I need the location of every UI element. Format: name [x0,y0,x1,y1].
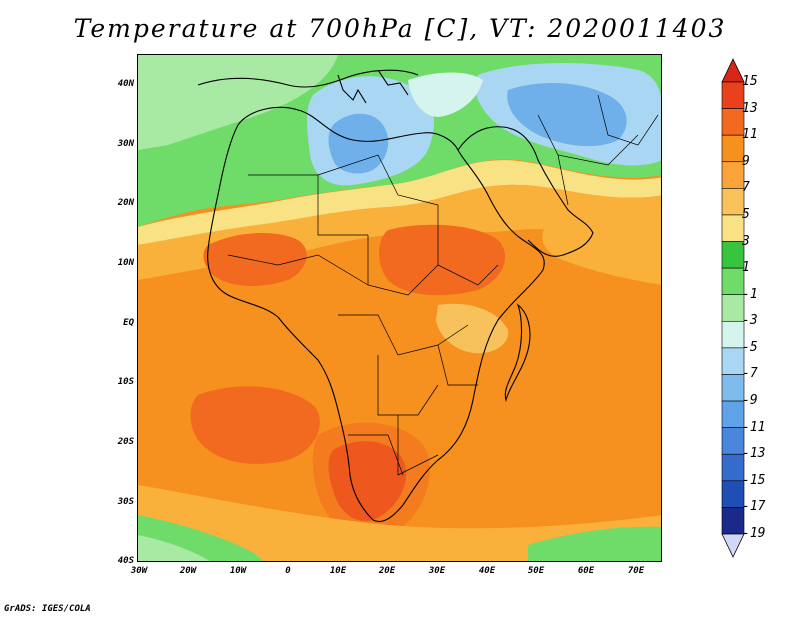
cold-core-middle-east [507,83,627,147]
colorbar-segment [721,480,745,508]
colorbar-segment [721,214,745,242]
colorbar-label: -17 [742,499,766,515]
colorbar-label: 15 [742,74,758,89]
colorbar-label: 9 [742,153,750,169]
lat-label: 30N [117,139,134,149]
colorbar-label: -19 [742,526,766,541]
lon-label: 40E [478,566,496,576]
lat-label: 40N [117,79,134,89]
hot-region-sahel-west [203,233,307,287]
footer-credit: GrADS: IGES/COLA [4,604,91,614]
colorbar-segment [721,400,745,428]
lat-label: 10S [117,377,134,387]
colorbar-segment [721,161,745,189]
colorbar-segment [721,188,745,216]
colorbar-segment [721,347,745,375]
green-light-patch [138,55,338,150]
colorbar-segment [721,453,745,482]
colorbar-segment [721,320,745,349]
lon-label: 20E [378,566,396,576]
colorbar-label: 7 [742,180,750,196]
lat-label: EQ [123,318,134,328]
lon-label: 0 [285,566,291,576]
lat-label: 10N [117,258,134,268]
cold-core-mediterranean [328,113,389,174]
colorbar-label: 13 [742,100,758,116]
colorbar-label: -13 [742,446,766,462]
colorbar-label: -1 [742,286,758,302]
colorbar-segment [721,134,745,163]
lon-label: 30E [428,566,446,576]
colorbar-label: -3 [742,313,758,329]
hot-region-sudan [379,224,506,296]
pale-region-east [436,303,509,354]
lon-label: 20W [179,566,197,576]
colorbar-segment [721,374,745,402]
green-light-region-south-west [138,535,210,561]
colorbar-label: 1 [742,260,750,276]
lon-label: 50E [527,566,545,576]
green-region-south-east [528,526,661,561]
colorbar-segment [721,241,745,269]
mild-region-southern-ocean [138,485,661,561]
lat-label: 30S [117,497,134,507]
hot-region-arabian-sea [542,219,661,285]
lon-label: 10E [329,566,347,576]
country-borders [227,94,659,476]
colorbar-top-triangle [721,58,745,83]
colorbar-segment [721,507,745,535]
colorbar-segment [721,267,745,296]
lat-label: 20S [117,437,134,447]
colorbar-segment [721,294,745,322]
colorbar-label: -5 [742,339,758,355]
lon-label: 70E [627,566,645,576]
colorbar-label: -15 [742,472,766,488]
lon-label: 60E [577,566,595,576]
coastlines [197,69,594,523]
temperature-map [137,54,662,562]
colorbar-label: 11 [742,127,758,143]
colorbar-segment [721,108,745,136]
colorbar-label: 5 [742,206,750,222]
lon-label: 30W [130,566,148,576]
colorbar-label: -7 [742,366,758,382]
lon-label: 10W [229,566,247,576]
lat-label: 40S [117,556,134,566]
colorbar-segment [721,427,745,455]
colorbar [721,58,745,558]
cold-pale-fringe [408,72,483,117]
map-canvas [138,55,661,561]
page-title: Temperature at 700hPa [C], VT: 202001140… [73,14,727,43]
colorbar-label: -9 [742,393,758,409]
colorbar-bottom-triangle [721,533,745,558]
hot-region-southern-atlantic [190,386,320,464]
colorbar-label: -11 [742,419,766,435]
northern-pale-band [138,160,661,245]
colorbar-segment [721,81,745,109]
lat-label: 20N [117,198,134,208]
colorbar-label: 3 [742,233,750,249]
